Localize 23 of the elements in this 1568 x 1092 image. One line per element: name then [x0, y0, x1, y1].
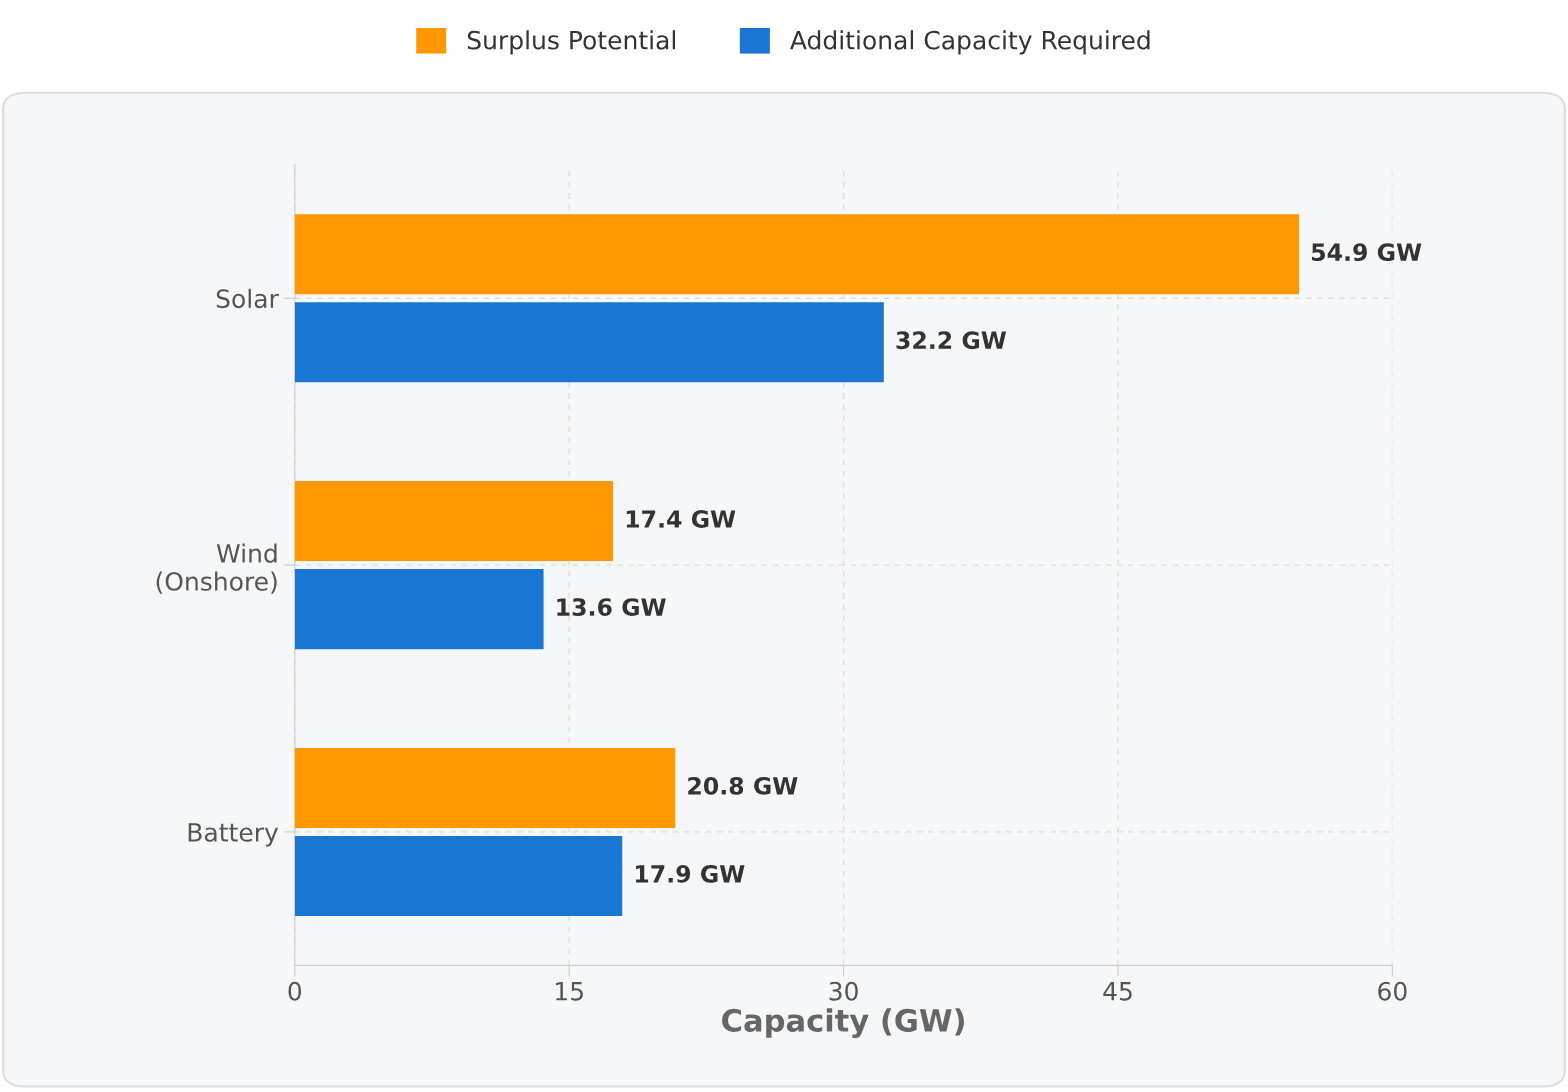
bar [294, 302, 884, 383]
bar [294, 214, 1300, 295]
x-axis-title: Capacity (GW) [722, 1008, 964, 1039]
x-tick-label: 60 [1378, 981, 1407, 1001]
bar [294, 835, 623, 916]
x-tick-label: 0 [288, 981, 302, 1001]
data-label: 13.6 GW [557, 598, 666, 616]
legend-label: Additional Capacity Required [790, 30, 1150, 55]
x-tick-label: 30 [829, 981, 858, 1001]
data-label: 54.9 GW [1312, 243, 1422, 262]
y-tick-label: Wind (Onshore) [156, 543, 277, 594]
legend-label: Surplus Potential [467, 30, 676, 55]
y-tick-label: Solar [216, 288, 279, 309]
data-label: 17.9 GW [636, 864, 745, 883]
data-label: 20.8 GW [688, 776, 798, 795]
bar [294, 747, 676, 828]
data-label: 32.2 GW [896, 331, 1007, 350]
y-tick-label: Battery [188, 823, 279, 847]
bar [294, 569, 544, 650]
data-label: 17.4 GW [626, 510, 736, 528]
x-tick-label: 45 [1103, 982, 1132, 1001]
x-tick-label: 15 [556, 982, 583, 1001]
bar [294, 481, 614, 562]
